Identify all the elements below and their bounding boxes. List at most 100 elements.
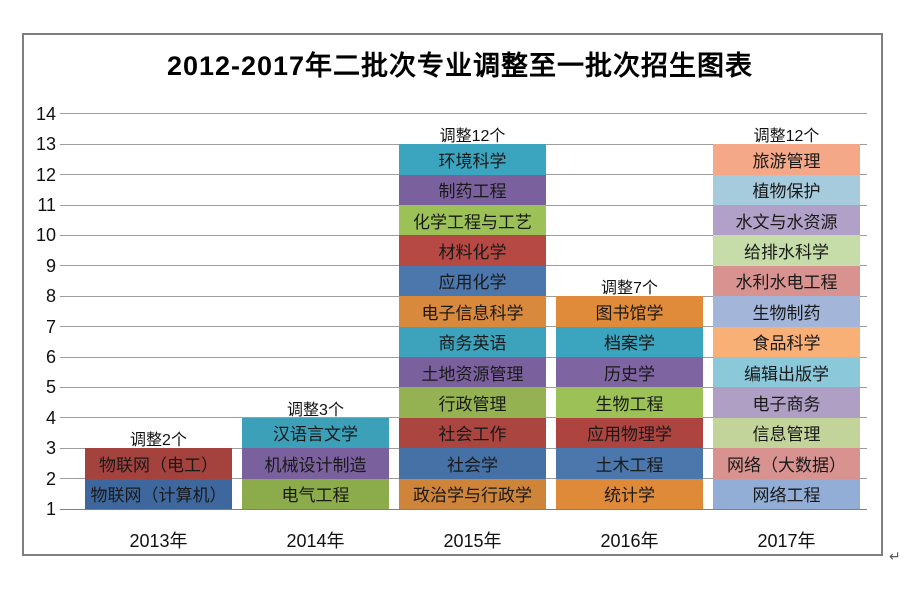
bar-segment-label: 行政管理 xyxy=(438,395,507,415)
chart-title: 2012-2017年二批次专业调整至一批次招生图表 xyxy=(166,51,754,81)
bar-segment: 生物工程 xyxy=(556,387,703,418)
bar-segment-label: 给排水科学 xyxy=(744,243,829,263)
x-axis-label: 2013年 xyxy=(129,531,188,551)
y-tick-label: 11 xyxy=(37,195,56,215)
bar-segment: 给排水科学 xyxy=(713,235,860,266)
bar-segment-label: 社会工作 xyxy=(438,425,507,445)
bar-segment-label: 生物工程 xyxy=(595,395,664,415)
bar-segment: 信息管理 xyxy=(713,417,860,449)
bar-segment-label: 土地资源管理 xyxy=(421,364,524,384)
bar-segment: 电子商务 xyxy=(713,387,860,418)
bar-segment-label: 档案学 xyxy=(604,334,655,354)
bar-segment: 物联网（电工） xyxy=(85,448,232,479)
bar-segment: 行政管理 xyxy=(399,387,546,418)
y-tick-label: 4 xyxy=(45,407,56,428)
bar-segment: 植物保护 xyxy=(713,174,860,205)
y-tick-label: 6 xyxy=(45,347,56,367)
bar-segment: 水利水电工程 xyxy=(713,265,860,297)
bar-segment: 政治学与行政学 xyxy=(399,478,546,509)
bar-segment-label: 生物制药 xyxy=(752,303,821,323)
bar-segment: 制药工程 xyxy=(399,174,546,205)
bar-segment: 机械设计制造 xyxy=(242,448,389,479)
bar-segment: 网络（大数据） xyxy=(713,448,860,479)
bar-segment: 编辑出版学 xyxy=(713,357,860,388)
y-tick-label: 2 xyxy=(45,468,56,489)
adjust-count-label: 调整2个 xyxy=(130,432,187,450)
bar-segment: 环境科学 xyxy=(399,144,546,175)
adjust-count-label: 调整12个 xyxy=(753,128,820,146)
bar-segment-label: 环境科学 xyxy=(438,151,507,171)
bar-segment: 土木工程 xyxy=(556,448,703,479)
bar-segment-label: 统计学 xyxy=(604,486,655,506)
bar-segment: 统计学 xyxy=(556,478,703,509)
bar-segment: 水文与水资源 xyxy=(713,205,860,236)
x-axis-label: 2016年 xyxy=(600,531,659,551)
bar-segment-label: 网络工程 xyxy=(752,486,821,506)
y-tick-label: 5 xyxy=(45,377,56,398)
bar-segment-label: 机械设计制造 xyxy=(264,455,367,475)
bar-segment: 电气工程 xyxy=(242,478,389,509)
bar-segment: 化学工程与工艺 xyxy=(399,205,546,236)
bar-segment: 社会工作 xyxy=(399,417,546,449)
bar-segment-label: 土木工程 xyxy=(595,455,664,475)
adjust-count-label: 调整3个 xyxy=(287,401,344,419)
bar-segment: 旅游管理 xyxy=(713,144,860,175)
y-tick-label: 12 xyxy=(35,164,56,185)
bar-segment-label: 制药工程 xyxy=(438,182,507,202)
bar-segment-label: 政治学与行政学 xyxy=(413,486,532,506)
bar-segment-label: 水文与水资源 xyxy=(735,212,838,232)
gridline xyxy=(60,508,867,510)
bar-segment-label: 历史学 xyxy=(604,364,655,384)
bar-segment-label: 旅游管理 xyxy=(752,151,821,171)
y-tick-label: 13 xyxy=(35,134,56,155)
y-tick-label: 8 xyxy=(45,286,56,307)
bar-segment: 历史学 xyxy=(556,357,703,388)
bar-segment-label: 网络（大数据） xyxy=(727,455,846,475)
bar-segment-label: 材料化学 xyxy=(438,243,507,263)
bar-segment-label: 物联网（电工） xyxy=(99,455,218,475)
bar-segment: 食品科学 xyxy=(713,326,860,357)
bar-segment-label: 编辑出版学 xyxy=(744,364,829,384)
bar-segment: 应用化学 xyxy=(399,265,546,297)
bar-segment: 物联网（计算机） xyxy=(85,478,232,509)
bar-segment-label: 商务英语 xyxy=(438,334,507,354)
bar-segment-label: 水利水电工程 xyxy=(735,273,838,293)
bar-segment-label: 应用化学 xyxy=(438,273,507,293)
adjust-count-label: 调整7个 xyxy=(601,280,658,298)
bar-segment-label: 社会学 xyxy=(447,455,498,475)
bar-segment-label: 化学工程与工艺 xyxy=(413,212,532,232)
bar-segment-label: 应用物理学 xyxy=(587,425,672,445)
x-axis-label: 2017年 xyxy=(757,531,816,551)
bar-segment-label: 图书馆学 xyxy=(595,303,664,323)
bar-segment: 商务英语 xyxy=(399,326,546,357)
bar-segment: 档案学 xyxy=(556,326,703,357)
bar-segment: 图书馆学 xyxy=(556,296,703,327)
bar-segment-label: 食品科学 xyxy=(752,334,821,354)
bar-segment-label: 植物保护 xyxy=(752,182,821,202)
bar-segment-label: 汉语言文学 xyxy=(273,425,358,445)
bar-segment: 汉语言文学 xyxy=(242,417,389,449)
bar-segment-label: 电子商务 xyxy=(752,395,821,415)
x-axis-label: 2015年 xyxy=(443,531,502,551)
bar-segment-label: 电气工程 xyxy=(281,486,350,506)
gridline xyxy=(60,113,867,115)
bar-segment: 应用物理学 xyxy=(556,417,703,449)
bar-segment: 材料化学 xyxy=(399,235,546,266)
adjust-count-label: 调整12个 xyxy=(439,128,506,146)
bar-segment: 电子信息科学 xyxy=(399,296,546,327)
y-tick-label: 14 xyxy=(35,103,56,124)
bar-segment-label: 信息管理 xyxy=(752,425,821,445)
y-tick-label: 9 xyxy=(45,255,56,276)
bar-segment: 土地资源管理 xyxy=(399,357,546,388)
x-axis-label: 2014年 xyxy=(286,531,345,551)
bar-segment-label: 电子信息科学 xyxy=(421,303,524,323)
bar-segment: 社会学 xyxy=(399,448,546,479)
y-tick-label: 7 xyxy=(45,316,56,337)
bar-segment-label: 物联网（计算机） xyxy=(90,486,227,506)
paragraph-mark: ↵ xyxy=(889,548,901,564)
bar-segment: 网络工程 xyxy=(713,478,860,509)
y-tick-label: 1 xyxy=(45,499,56,519)
bar-segment: 生物制药 xyxy=(713,296,860,327)
y-tick-label: 3 xyxy=(45,438,56,459)
